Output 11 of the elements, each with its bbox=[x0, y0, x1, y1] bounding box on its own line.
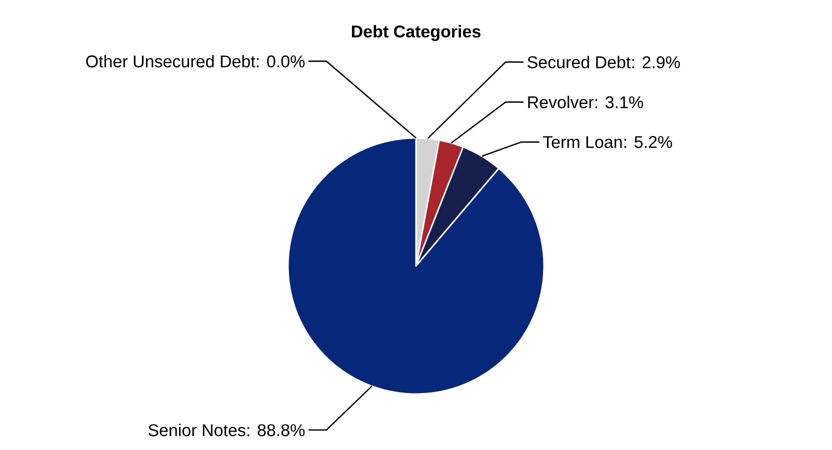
slice-label: Term Loan bbox=[542, 136, 622, 148]
text: : 0.0% bbox=[256, 55, 305, 68]
slice-label: Secured Debt bbox=[528, 56, 631, 68]
category-label: Other Unsecured Debt bbox=[86, 54, 256, 68]
data-label: : 2.9% bbox=[632, 56, 680, 68]
data-label: : 3.1% bbox=[595, 96, 644, 108]
data-label: : 5.2% bbox=[624, 136, 672, 148]
chart-title: Debt Categories bbox=[352, 25, 480, 41]
data-label: : 88.8% bbox=[248, 424, 305, 436]
slice-label: Senior Notes bbox=[148, 424, 246, 436]
slice-label: Revolver bbox=[528, 96, 594, 108]
